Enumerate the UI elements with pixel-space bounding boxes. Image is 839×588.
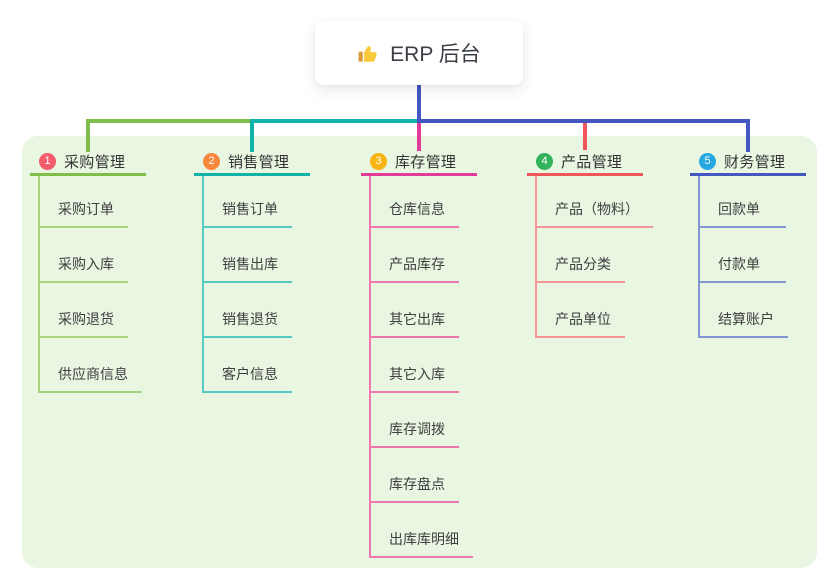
node-label: 采购退货 (58, 311, 114, 327)
mindmap-node[interactable]: 产品分类 (537, 228, 625, 283)
branch-header-inventory[interactable]: 3 库存管理 (361, 149, 477, 176)
mindmap-node[interactable]: 其它入库 (371, 338, 459, 393)
branch-sales: 2 销售管理 销售订单 销售出库 销售退货 客户信息 (194, 149, 310, 393)
thumbs-up-icon (357, 42, 380, 65)
mindmap-node[interactable]: 客户信息 (204, 338, 292, 393)
connector-bus-green (86, 119, 252, 123)
branch-items: 回款单 付款单 结算账户 (698, 176, 806, 338)
mindmap-node[interactable]: 仓库信息 (371, 176, 459, 228)
mindmap-node[interactable]: 出库库明细 (371, 503, 473, 558)
node-label: 采购入库 (58, 256, 114, 272)
node-label: 产品分类 (555, 256, 611, 272)
connector-bus-blue (417, 119, 750, 123)
node-label: 库存盘点 (389, 476, 445, 492)
mindmap-node[interactable]: 采购入库 (40, 228, 128, 283)
connector-bus-teal (250, 119, 419, 123)
mindmap-node[interactable]: 结算账户 (700, 283, 788, 338)
branch-header-purchase[interactable]: 1 采购管理 (30, 149, 146, 176)
branch-number-badge: 1 (39, 152, 56, 170)
branch-header-product[interactable]: 4 产品管理 (527, 149, 643, 176)
connector-root-drop (417, 85, 421, 123)
node-label: 回款单 (718, 201, 760, 217)
connector-drop-finance (746, 119, 750, 152)
mindmap-node[interactable]: 销售退货 (204, 283, 292, 338)
root-title: ERP 后台 (390, 43, 481, 66)
node-label: 销售订单 (222, 201, 278, 217)
node-label: 结算账户 (718, 311, 774, 327)
branches-background-panel (22, 136, 817, 568)
node-label: 其它出库 (389, 311, 445, 327)
node-label: 产品库存 (389, 256, 445, 272)
branch-finance: 5 财务管理 回款单 付款单 结算账户 (690, 149, 806, 338)
branch-number-badge: 5 (699, 152, 716, 170)
mindmap-node[interactable]: 销售出库 (204, 228, 292, 283)
branch-product: 4 产品管理 产品（物料） 产品分类 产品单位 (527, 149, 653, 338)
mindmap-node[interactable]: 付款单 (700, 228, 786, 283)
branch-label: 采购管理 (64, 153, 126, 171)
node-label: 其它入库 (389, 366, 445, 382)
branch-items: 产品（物料） 产品分类 产品单位 (535, 176, 653, 338)
mindmap-node[interactable]: 供应商信息 (40, 338, 142, 393)
mindmap-node[interactable]: 销售订单 (204, 176, 292, 228)
node-label: 出库库明细 (389, 531, 459, 547)
branch-items: 仓库信息 产品库存 其它出库 其它入库 库存调拨 库存盘点 出库库明细 (369, 176, 477, 558)
branch-items: 销售订单 销售出库 销售退货 客户信息 (202, 176, 310, 393)
branch-label: 财务管理 (724, 153, 786, 171)
branch-label: 库存管理 (395, 153, 457, 171)
mindmap-node[interactable]: 产品单位 (537, 283, 625, 338)
branch-number-badge: 4 (536, 152, 553, 170)
node-label: 产品单位 (555, 311, 611, 327)
branch-number-badge: 3 (370, 152, 387, 170)
branch-purchase: 1 采购管理 采购订单 采购入库 采购退货 供应商信息 (30, 149, 146, 393)
branch-header-finance[interactable]: 5 财务管理 (690, 149, 806, 176)
branch-items: 采购订单 采购入库 采购退货 供应商信息 (38, 176, 146, 393)
node-label: 销售出库 (222, 256, 278, 272)
branch-header-sales[interactable]: 2 销售管理 (194, 149, 310, 176)
branch-label: 销售管理 (228, 153, 290, 171)
mindmap-node[interactable]: 产品库存 (371, 228, 459, 283)
node-label: 仓库信息 (389, 201, 445, 217)
mindmap-node[interactable]: 库存盘点 (371, 448, 459, 503)
node-label: 供应商信息 (58, 366, 128, 382)
mindmap-node[interactable]: 采购订单 (40, 176, 128, 228)
connector-drop-product (583, 119, 587, 150)
connector-drop-purchase (86, 119, 90, 152)
node-label: 付款单 (718, 256, 760, 272)
connector-drop-sales (250, 119, 254, 152)
node-label: 库存调拨 (389, 421, 445, 437)
mindmap-node[interactable]: 采购退货 (40, 283, 128, 338)
node-label: 销售退货 (222, 311, 278, 327)
mindmap-node[interactable]: 回款单 (700, 176, 786, 228)
branch-number-badge: 2 (203, 152, 220, 170)
branch-inventory: 3 库存管理 仓库信息 产品库存 其它出库 其它入库 库存调拨 库存盘点 出库库… (361, 149, 477, 558)
mindmap-node[interactable]: 产品（物料） (537, 176, 653, 228)
mindmap-node[interactable]: 其它出库 (371, 283, 459, 338)
node-label: 采购订单 (58, 201, 114, 217)
branch-label: 产品管理 (561, 153, 623, 171)
connector-drop-inventory (417, 119, 421, 151)
node-label: 客户信息 (222, 366, 278, 382)
root-node[interactable]: ERP 后台 (315, 21, 523, 85)
node-label: 产品（物料） (555, 201, 639, 217)
mindmap-node[interactable]: 库存调拨 (371, 393, 459, 448)
